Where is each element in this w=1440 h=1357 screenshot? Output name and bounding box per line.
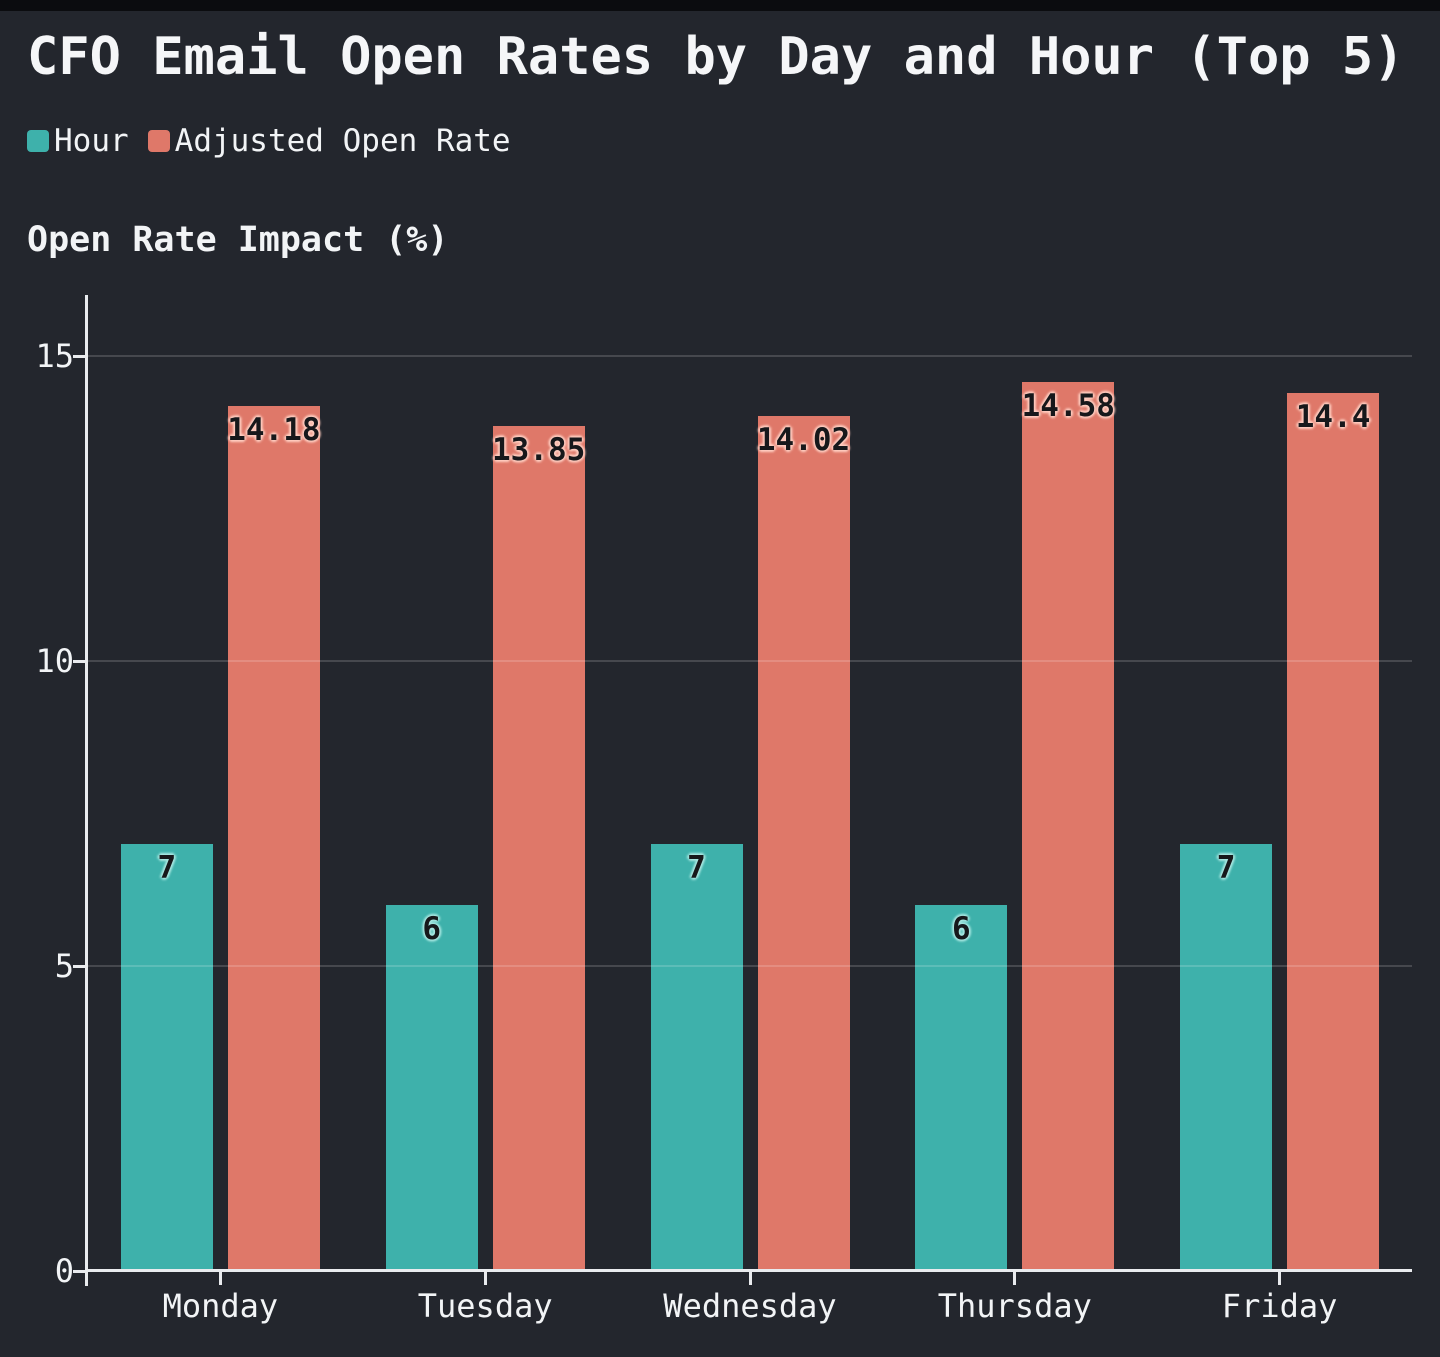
window-top-strip <box>0 0 1440 11</box>
bar-value-label-hour-wednesday: 7 <box>687 850 706 886</box>
y-axis-label-10: 10 <box>35 642 74 680</box>
bar-adjusted-open-rate-tuesday: 13.85 <box>492 426 586 1271</box>
bar-value-label-adjusted-open-rate-wednesday: 14.02 <box>756 421 851 458</box>
gridline-10 <box>88 660 1412 662</box>
x-axis-tick-friday <box>1278 1272 1282 1285</box>
legend-swatch-adjusted-open-rate-icon <box>147 130 170 152</box>
legend-label-hour: Hour <box>54 123 129 159</box>
legend-item-hour[interactable]: Hour <box>27 124 129 158</box>
bar-hour-friday: 7 <box>1180 844 1273 1271</box>
x-axis-tick-monday <box>218 1272 222 1285</box>
y-axis-label-0: 0 <box>54 1252 74 1290</box>
bar-adjusted-open-rate-wednesday: 14.02 <box>756 415 851 1271</box>
bar-value-label-hour-monday: 7 <box>157 850 177 886</box>
y-axis-tick-10 <box>73 659 88 663</box>
x-axis-label-tuesday: Tuesday <box>417 1287 553 1325</box>
x-axis-tick-tuesday <box>483 1272 487 1285</box>
y-axis-tick-5 <box>73 964 88 968</box>
legend-label-adjusted-open-rate: Adjusted Open Rate <box>174 123 511 159</box>
y-axis-tick-15 <box>73 354 88 358</box>
x-axis-label-wednesday: Wednesday <box>663 1287 837 1325</box>
bar-value-label-hour-tuesday: 6 <box>422 911 442 947</box>
bar-hour-thursday: 6 <box>915 905 1008 1271</box>
x-axis-line <box>85 1269 1412 1272</box>
bar-value-label-adjusted-open-rate-monday: 14.18 <box>227 412 321 449</box>
chart-plot-area: 7 14.18 Monday 6 13.85 Tuesday 7 14.02 Wednesday… <box>35 295 1412 1324</box>
bar-value-label-hour-thursday: 6 <box>951 911 971 947</box>
bar-adjusted-open-rate-friday: 14.4 <box>1287 392 1380 1271</box>
y-axis-title: Open Rate Impact (%) <box>27 220 449 260</box>
bar-hour-monday: 7 <box>120 844 213 1271</box>
bar-adjusted-open-rate-thursday: 14.58 <box>1021 381 1115 1271</box>
bar-adjusted-open-rate-monday: 14.18 <box>227 406 321 1271</box>
y-axis-tick-0 <box>73 1269 88 1273</box>
x-axis-label-friday: Friday <box>1221 1287 1338 1325</box>
legend-swatch-hour-icon <box>27 130 49 152</box>
x-axis-label-thursday: Thursday <box>937 1287 1092 1325</box>
bar-value-label-hour-friday: 7 <box>1216 850 1236 886</box>
y-axis-label-5: 5 <box>54 947 74 985</box>
bar-value-label-adjusted-open-rate-tuesday: 13.85 <box>492 432 586 469</box>
gridline-5 <box>88 965 1412 967</box>
bar-hour-tuesday: 6 <box>385 905 478 1271</box>
bar-hour-wednesday: 7 <box>650 844 743 1271</box>
bar-value-label-adjusted-open-rate-thursday: 14.58 <box>1021 387 1115 424</box>
x-axis-label-monday: Monday <box>162 1287 279 1325</box>
chart-title: CFO Email Open Rates by Day and Hour (To… <box>27 27 1405 87</box>
legend: Hour Adjusted Open Rate <box>27 124 511 158</box>
y-axis-line <box>85 295 88 1286</box>
legend-item-adjusted-open-rate[interactable]: Adjusted Open Rate <box>147 123 511 159</box>
gridline-15 <box>88 355 1412 357</box>
y-axis-label-15: 15 <box>35 337 74 375</box>
bar-value-label-adjusted-open-rate-friday: 14.4 <box>1295 398 1371 435</box>
x-axis-tick-thursday <box>1013 1272 1017 1285</box>
x-axis-tick-wednesday <box>748 1272 752 1285</box>
